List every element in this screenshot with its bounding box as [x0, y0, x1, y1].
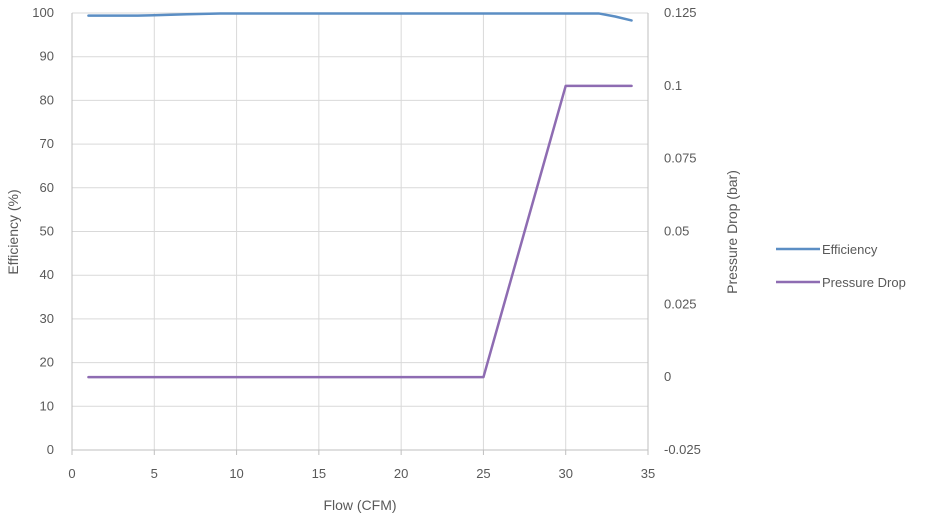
- y-tick-labels: 0 10 20 30 40 50 60 70 80 90 100: [32, 5, 54, 457]
- x-tick-label: 5: [151, 466, 158, 481]
- x-tick-label: 10: [229, 466, 243, 481]
- x-tick-label: 0: [68, 466, 75, 481]
- gridlines: [72, 12, 648, 450]
- x-tick-labels: 0 5 10 15 20 25 30 35: [68, 466, 655, 481]
- y-tick-label: 90: [40, 49, 54, 64]
- axes: [71, 13, 649, 455]
- y-tick-label: 50: [40, 224, 54, 239]
- series-lines: [87, 12, 633, 379]
- y-tick-label: 60: [40, 180, 54, 195]
- y2-tick-label: 0.125: [664, 5, 697, 20]
- x-tick-label: 15: [312, 466, 326, 481]
- series-line-efficiency: [87, 12, 633, 22]
- y2-tick-label: -0.025: [664, 442, 701, 457]
- x-tick-label: 20: [394, 466, 408, 481]
- y2-tick-label: 0.1: [664, 78, 682, 93]
- legend-label: Pressure Drop: [822, 275, 906, 290]
- x-tick-label: 25: [476, 466, 490, 481]
- series-line-pressure-drop: [87, 84, 633, 379]
- y-tick-label: 100: [32, 5, 54, 20]
- y-tick-label: 40: [40, 267, 54, 282]
- y-tick-label: 70: [40, 136, 54, 151]
- y-tick-label: 0: [47, 442, 54, 457]
- y-axis-title: Efficiency (%): [5, 189, 21, 274]
- legend-label: Efficiency: [822, 242, 878, 257]
- y-tick-label: 80: [40, 92, 54, 107]
- x-tick-label: 30: [558, 466, 572, 481]
- y2-tick-label: 0.025: [664, 296, 697, 311]
- y-tick-label: 20: [40, 355, 54, 370]
- y-tick-label: 10: [40, 398, 54, 413]
- x-tick-label: 35: [641, 466, 655, 481]
- y2-tick-label: 0: [664, 369, 671, 384]
- y-tick-label: 30: [40, 311, 54, 326]
- y2-tick-label: 0.05: [664, 224, 689, 239]
- y2-tick-label: 0.075: [664, 151, 697, 166]
- y2-tick-labels: -0.025 0 0.025 0.05 0.075 0.1 0.125: [664, 5, 701, 457]
- legend: Efficiency Pressure Drop: [776, 242, 906, 290]
- x-axis-title: Flow (CFM): [323, 497, 396, 513]
- y2-axis-title: Pressure Drop (bar): [724, 170, 740, 294]
